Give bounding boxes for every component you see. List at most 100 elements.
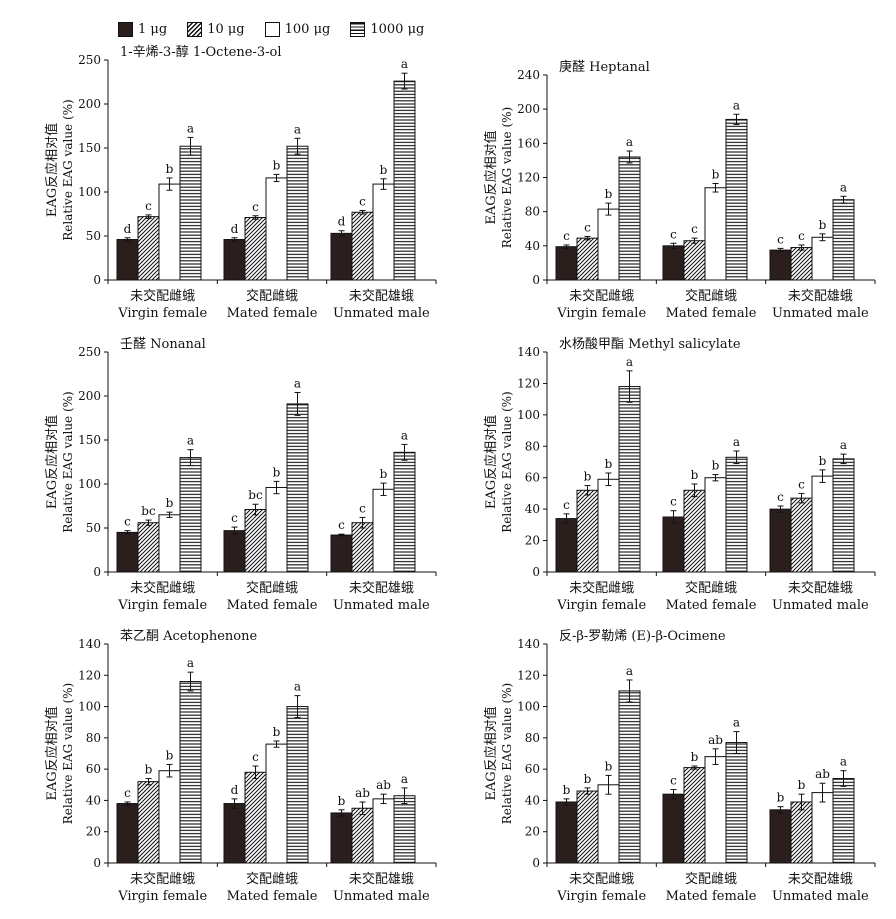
bar-100ug xyxy=(372,798,395,864)
legend-item-1000ug: 1000 μg xyxy=(350,22,424,37)
significance-letter: a xyxy=(626,135,633,149)
y-axis-label-cn: EAG反应相对值 xyxy=(44,123,60,217)
significance-letter: c xyxy=(359,194,366,208)
group-label-en: Virgin female xyxy=(556,598,646,613)
bar-1ug xyxy=(223,530,246,573)
y-tick-label: 50 xyxy=(86,521,101,535)
significance-letter: a xyxy=(187,434,194,448)
significance-letter: b xyxy=(777,791,785,805)
bar-100ug xyxy=(372,488,395,573)
bar-10ug xyxy=(576,790,599,864)
y-tick-label: 200 xyxy=(78,389,101,403)
bar-1ug xyxy=(769,249,792,281)
y-axis-label-en: Relative EAG value (%) xyxy=(500,107,514,249)
y-tick-label: 200 xyxy=(517,102,540,116)
significance-letter: c xyxy=(252,200,259,214)
significance-letter: b xyxy=(691,750,699,764)
bar-1ug xyxy=(223,803,246,864)
significance-letter: a xyxy=(733,716,740,730)
bar-1000ug xyxy=(286,403,309,573)
significance-letter: d xyxy=(231,222,239,236)
group-label-en: Unmated male xyxy=(333,889,430,904)
significance-letter: b xyxy=(584,470,592,484)
chart-title: 1-辛烯-3-醇 1-Octene-3-ol xyxy=(120,44,281,60)
bar-1ug xyxy=(555,801,578,864)
significance-letter: ab xyxy=(376,778,391,792)
chart-panel-3: 0 50 100 150 200 250 壬醛 Nonanal EAG反应相对值 Relativ… xyxy=(44,336,437,613)
group-label-cn: 交配雌蛾 xyxy=(685,580,737,596)
bar-1ug xyxy=(662,516,685,573)
group-label-cn: 未交配雌蛾 xyxy=(130,871,195,887)
bar-10ug xyxy=(576,237,599,281)
group-label-cn: 交配雌蛾 xyxy=(246,580,298,596)
y-axis-label-en: Relative EAG value (%) xyxy=(500,683,514,825)
significance-letter: c xyxy=(338,518,345,532)
group-label-en: Mated female xyxy=(666,598,757,613)
bar-100ug xyxy=(597,478,620,573)
bar-100ug xyxy=(158,183,181,281)
bar-10ug xyxy=(790,801,813,864)
y-tick-label: 40 xyxy=(525,793,540,807)
bar-10ug xyxy=(244,217,267,281)
significance-letter: b xyxy=(273,725,281,739)
bar-1000ug xyxy=(832,199,855,281)
y-axis-label-en: Relative EAG value (%) xyxy=(61,99,75,241)
group-label-cn: 未交配雄蛾 xyxy=(788,580,853,596)
significance-letter: b xyxy=(584,772,592,786)
group-label-cn: 未交配雌蛾 xyxy=(130,288,195,304)
bar-100ug xyxy=(372,183,395,281)
y-tick-label: 20 xyxy=(525,825,540,839)
significance-letter: b xyxy=(605,187,613,201)
bar-100ug xyxy=(265,177,288,281)
significance-letter: c xyxy=(777,232,784,246)
significance-letter: c xyxy=(563,498,570,512)
bar-1ug xyxy=(662,245,685,281)
bar-1000ug xyxy=(179,145,202,281)
group-label-cn: 交配雌蛾 xyxy=(246,288,298,304)
group-label-cn: 未交配雌蛾 xyxy=(569,580,634,596)
group-label-en: Mated female xyxy=(227,889,318,904)
group-label-cn: 未交配雌蛾 xyxy=(569,288,634,304)
bar-1000ug xyxy=(393,795,416,864)
significance-letter: c xyxy=(359,501,366,515)
y-tick-label: 0 xyxy=(532,856,540,870)
y-tick-label: 0 xyxy=(93,565,101,579)
significance-letter: a xyxy=(840,438,847,452)
group-label-en: Virgin female xyxy=(556,889,646,904)
y-tick-label: 60 xyxy=(525,762,540,776)
chart-title: 壬醛 Nonanal xyxy=(120,336,206,352)
significance-letter: b xyxy=(712,167,720,181)
group-label-en: Virgin female xyxy=(117,306,207,321)
bar-100ug xyxy=(811,475,834,573)
bar-10ug xyxy=(683,489,706,573)
significance-letter: b xyxy=(712,459,720,473)
significance-letter: a xyxy=(626,664,633,678)
significance-letter: b xyxy=(819,454,827,468)
y-tick-label: 60 xyxy=(86,762,101,776)
y-tick-label: 140 xyxy=(517,637,540,651)
group-label-en: Virgin female xyxy=(556,306,646,321)
bar-1ug xyxy=(330,534,353,573)
bar-100ug xyxy=(704,477,727,573)
significance-letter: b xyxy=(380,163,388,177)
significance-letter: a xyxy=(733,435,740,449)
legend-item-1ug: 1 μg xyxy=(118,22,167,37)
bar-1ug xyxy=(330,232,353,281)
bar-10ug xyxy=(683,767,706,864)
group-label-en: Unmated male xyxy=(772,306,869,321)
chart-panel-2: 0 40 80 120 160 200 240 庚醛 Heptanal EAG反应相对值 Rela… xyxy=(483,59,876,321)
y-tick-label: 60 xyxy=(525,471,540,485)
bar-1000ug xyxy=(286,145,309,281)
y-tick-label: 120 xyxy=(78,668,101,682)
chart-title: 反-β-罗勒烯 (E)-β-Ocimene xyxy=(559,629,726,644)
group-label-cn: 交配雌蛾 xyxy=(685,288,737,304)
significance-letter: b xyxy=(338,794,346,808)
bar-10ug xyxy=(137,781,160,864)
bar-1000ug xyxy=(725,742,748,864)
y-tick-label: 0 xyxy=(532,565,540,579)
legend: 1 μg 10 μg 100 μg 1000 μg xyxy=(118,22,424,37)
legend-swatch-diagonal xyxy=(187,22,203,37)
y-axis-label-cn: EAG反应相对值 xyxy=(44,706,60,800)
chart-title: 苯乙酮 Acetophenone xyxy=(120,629,258,644)
significance-letter: c xyxy=(691,222,698,236)
